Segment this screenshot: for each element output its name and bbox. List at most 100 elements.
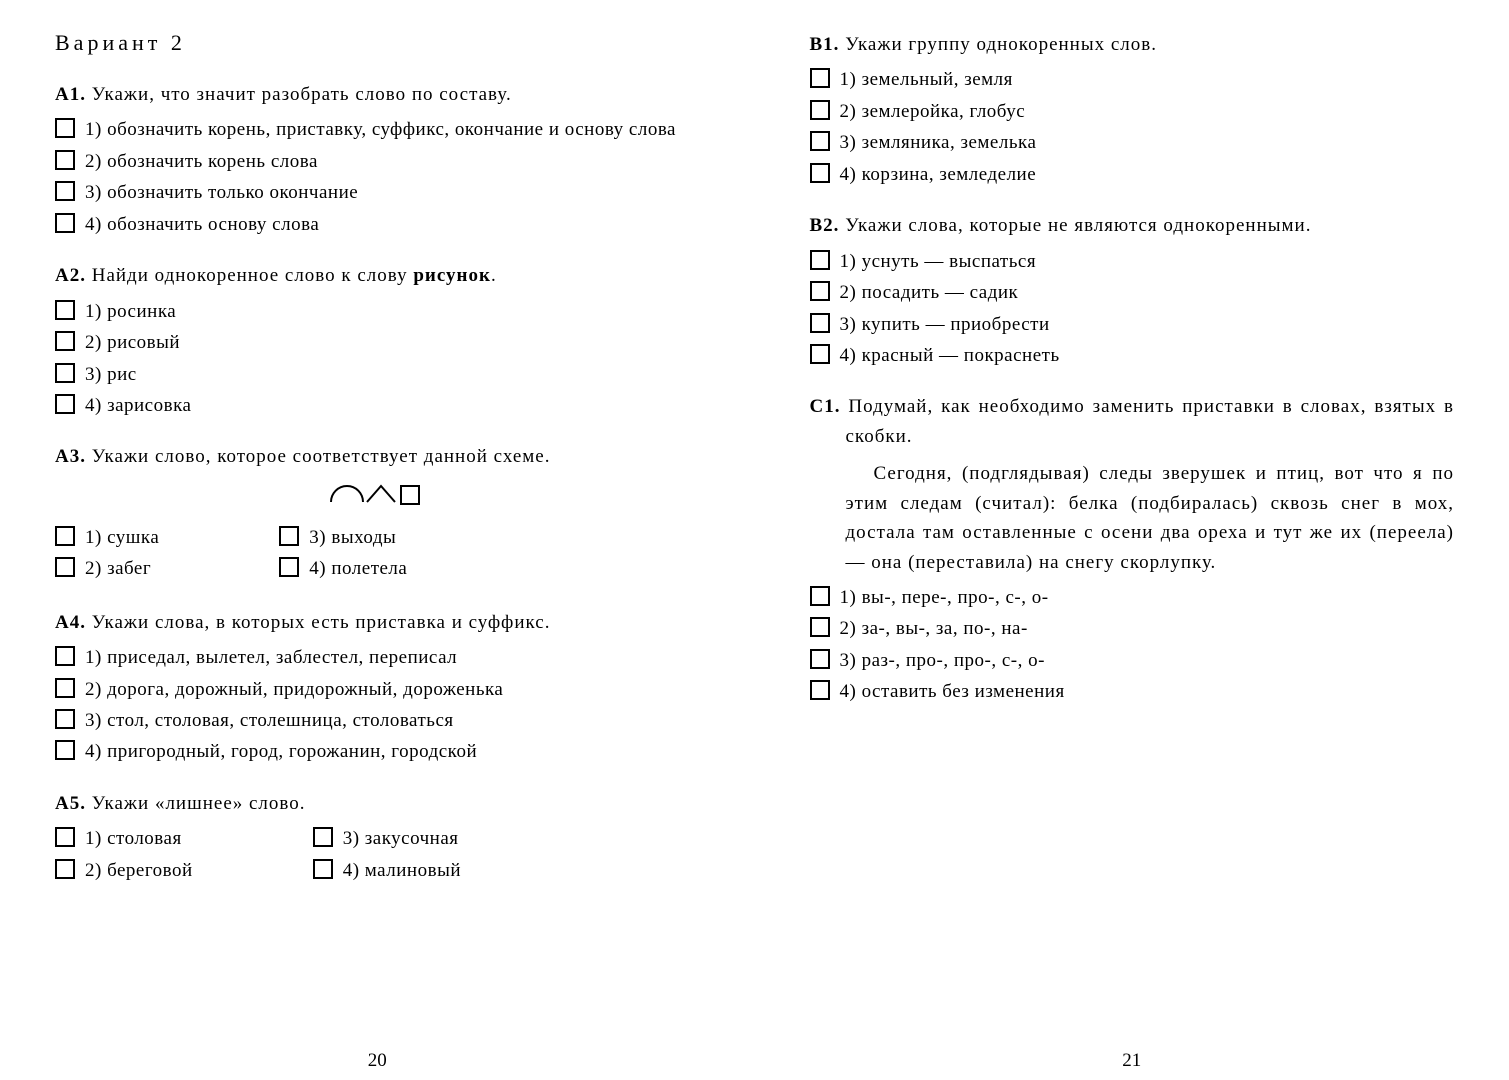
checkbox-icon[interactable] xyxy=(55,827,75,847)
checkbox-icon[interactable] xyxy=(55,646,75,666)
checkbox-icon[interactable] xyxy=(55,150,75,170)
checkbox-icon[interactable] xyxy=(55,363,75,383)
q-text-content: Укажи слово, которое соответствует данно… xyxy=(92,446,551,467)
question-A5-text: А5. Укажи «лишнее» слово. xyxy=(55,789,700,818)
option: 3) земляника, земелька xyxy=(810,128,1455,157)
options-A3: 1) сушка 2) забег 3) выходы 4) полетела xyxy=(55,523,700,586)
option: 1) обозначить корень, приставку, суффикс… xyxy=(55,115,700,144)
option-label: 4) обозначить основу слова xyxy=(85,210,700,239)
checkbox-icon[interactable] xyxy=(810,131,830,151)
q-text-content: Подумай, как необходимо заменить пристав… xyxy=(846,396,1455,446)
checkbox-icon[interactable] xyxy=(313,859,333,879)
option: 2) рисовый xyxy=(55,328,700,357)
question-C1-text: С1. Подумай, как необходимо заменить при… xyxy=(810,392,1455,451)
option: 4) пригородный, город, горожанин, городс… xyxy=(55,737,700,766)
option: 3) выходы xyxy=(279,523,407,552)
option: 2) береговой xyxy=(55,856,193,885)
question-A4: А4. Укажи слова, в которых есть приставк… xyxy=(55,608,700,767)
scheme-icon xyxy=(327,480,427,508)
checkbox-icon[interactable] xyxy=(810,100,830,120)
option-label: 2) землеройка, глобус xyxy=(840,97,1455,126)
option: 1) земельный, земля xyxy=(810,65,1455,94)
option-label: 1) уснуть — выспаться xyxy=(840,247,1455,276)
options-A2: 1) росинка 2) рисовый 3) рис 4) зарисовк… xyxy=(55,297,700,421)
morpheme-scheme xyxy=(55,480,700,513)
option-label: 3) закусочная xyxy=(343,824,461,853)
question-A2-text: А2. Найди однокоренное слово к слову рис… xyxy=(55,261,700,290)
option: 4) полетела xyxy=(279,554,407,583)
option-label: 2) дорога, дорожный, придорожный, дороже… xyxy=(85,675,700,704)
option-label: 1) столовая xyxy=(85,824,193,853)
option-label: 4) пригородный, город, горожанин, городс… xyxy=(85,737,700,766)
option-label: 4) корзина, земледелие xyxy=(840,160,1455,189)
option: 4) корзина, земледелие xyxy=(810,160,1455,189)
question-A2: А2. Найди однокоренное слово к слову рис… xyxy=(55,261,700,420)
question-A4-text: А4. Укажи слова, в которых есть приставк… xyxy=(55,608,700,637)
question-A1: А1. Укажи, что значит разобрать слово по… xyxy=(55,80,700,239)
checkbox-icon[interactable] xyxy=(810,344,830,364)
checkbox-icon[interactable] xyxy=(279,526,299,546)
option-label: 3) земляника, земелька xyxy=(840,128,1455,157)
checkbox-icon[interactable] xyxy=(810,68,830,88)
checkbox-icon[interactable] xyxy=(810,586,830,606)
option-label: 1) обозначить корень, приставку, суффикс… xyxy=(85,115,700,144)
checkbox-icon[interactable] xyxy=(55,394,75,414)
checkbox-icon[interactable] xyxy=(55,331,75,351)
options-B2: 1) уснуть — выспаться 2) посадить — сади… xyxy=(810,247,1455,371)
option-label: 2) забег xyxy=(85,554,159,583)
option: 4) обозначить основу слова xyxy=(55,210,700,239)
q-text-content: Укажи «лишнее» слово. xyxy=(92,793,306,814)
checkbox-icon[interactable] xyxy=(810,313,830,333)
checkbox-icon[interactable] xyxy=(810,680,830,700)
checkbox-icon[interactable] xyxy=(55,859,75,879)
checkbox-icon[interactable] xyxy=(313,827,333,847)
checkbox-icon[interactable] xyxy=(279,557,299,577)
option-label: 4) оставить без изменения xyxy=(840,677,1455,706)
option: 4) оставить без изменения xyxy=(810,677,1455,706)
checkbox-icon[interactable] xyxy=(810,281,830,301)
q-text-content: Укажи группу однокоренных слов. xyxy=(845,34,1157,55)
q-num: А3. xyxy=(55,446,86,467)
c1-passage: Сегодня, (подглядывая) следы зверушек и … xyxy=(810,459,1455,577)
options-B1: 1) земельный, земля 2) землеройка, глобу… xyxy=(810,65,1455,189)
option: 3) рис xyxy=(55,360,700,389)
option-label: 3) выходы xyxy=(309,523,407,552)
option: 3) стол, столовая, столешница, столовать… xyxy=(55,706,700,735)
checkbox-icon[interactable] xyxy=(55,740,75,760)
q-num: А4. xyxy=(55,612,86,633)
q-text-content: Укажи слова, в которых есть приставка и … xyxy=(92,612,551,633)
checkbox-icon[interactable] xyxy=(55,709,75,729)
checkbox-icon[interactable] xyxy=(55,557,75,577)
checkbox-icon[interactable] xyxy=(55,181,75,201)
question-C1: С1. Подумай, как необходимо заменить при… xyxy=(810,392,1455,706)
question-A1-text: А1. Укажи, что значит разобрать слово по… xyxy=(55,80,700,109)
option-label: 1) земельный, земля xyxy=(840,65,1455,94)
option-label: 1) сушка xyxy=(85,523,159,552)
question-A5: А5. Укажи «лишнее» слово. 1) столовая 2)… xyxy=(55,789,700,887)
checkbox-icon[interactable] xyxy=(55,526,75,546)
option: 1) вы-, пере-, про-, с-, о- xyxy=(810,583,1455,612)
option: 4) малиновый xyxy=(313,856,461,885)
checkbox-icon[interactable] xyxy=(55,678,75,698)
checkbox-icon[interactable] xyxy=(810,250,830,270)
checkbox-icon[interactable] xyxy=(55,213,75,233)
option: 3) закусочная xyxy=(313,824,461,853)
option: 4) зарисовка xyxy=(55,391,700,420)
q-text-content: Укажи, что значит разобрать слово по сос… xyxy=(92,84,512,105)
checkbox-icon[interactable] xyxy=(55,300,75,320)
option-label: 3) стол, столовая, столешница, столовать… xyxy=(85,706,700,735)
option: 3) обозначить только окончание xyxy=(55,178,700,207)
option: 3) купить — приобрести xyxy=(810,310,1455,339)
option-label: 3) рис xyxy=(85,360,700,389)
checkbox-icon[interactable] xyxy=(55,118,75,138)
q-text-bold: рисунок xyxy=(413,265,491,286)
checkbox-icon[interactable] xyxy=(810,163,830,183)
question-A3: А3. Укажи слово, которое соответствует д… xyxy=(55,442,700,585)
q-text-content: Укажи слова, которые не являются однокор… xyxy=(845,215,1311,236)
q-text-post: . xyxy=(491,265,497,286)
question-B2-text: В2. Укажи слова, которые не являются одн… xyxy=(810,211,1455,240)
checkbox-icon[interactable] xyxy=(810,649,830,669)
checkbox-icon[interactable] xyxy=(810,617,830,637)
options-C1: 1) вы-, пере-, про-, с-, о- 2) за-, вы-,… xyxy=(810,583,1455,707)
option-label: 2) рисовый xyxy=(85,328,700,357)
